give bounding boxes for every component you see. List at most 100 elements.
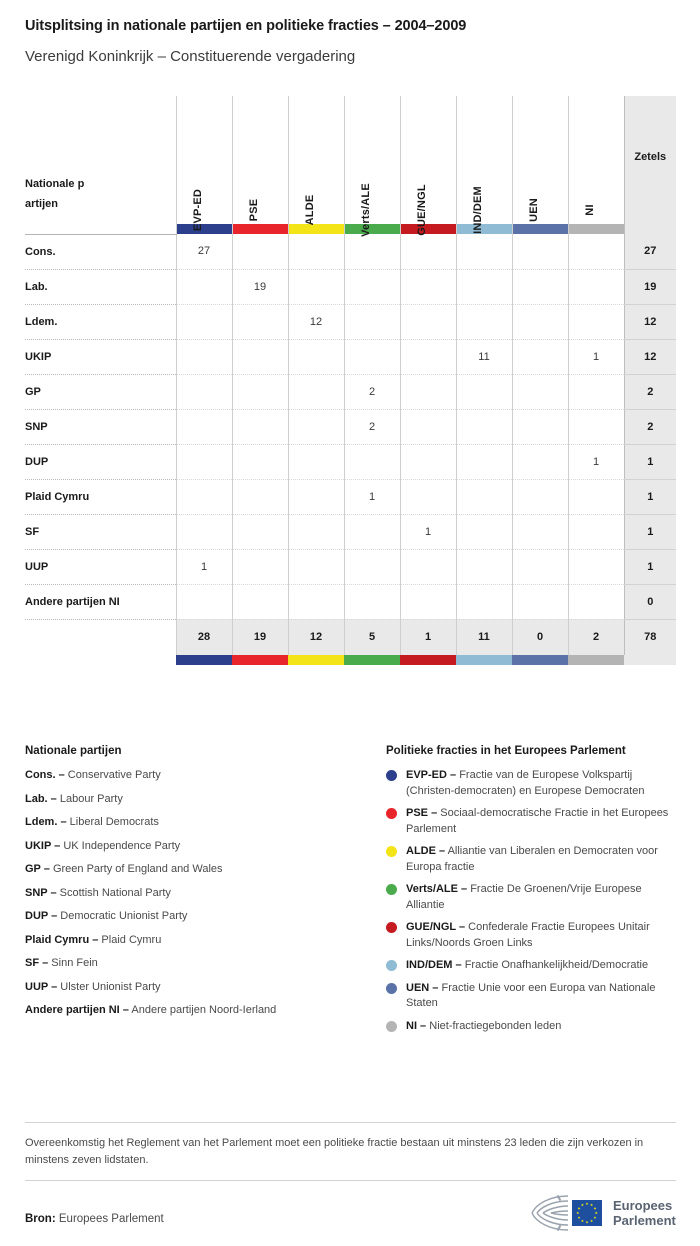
cell-ni <box>567 234 624 270</box>
cell-ni: 1 <box>567 339 624 375</box>
row-label: UKIP <box>25 339 176 375</box>
column-header-label: IND/DEM <box>472 186 484 234</box>
cell-alde <box>287 549 344 585</box>
cell-evp-ed <box>175 409 232 445</box>
legend-national-list: Cons. – Conservative Party Lab. – Labour … <box>25 768 370 1018</box>
total-gue-ngl: 1 <box>399 619 456 655</box>
color-swatch-bottom-evp-ed <box>176 655 232 665</box>
cell-gue-ngl <box>399 269 456 305</box>
cell-alde <box>287 444 344 480</box>
legend-item-name: Fractie Unie voor een Europa van Nationa… <box>406 981 656 1010</box>
cell-pse <box>231 409 288 445</box>
page-subtitle: Verenigd Koninkrijk – Constituerende ver… <box>25 48 356 65</box>
legend-national-heading: Nationale partijen <box>25 745 122 757</box>
cell-pse <box>231 339 288 375</box>
legend-item-gue-ngl: GUE/NGL – Confederale Fractie Europees U… <box>386 920 676 951</box>
cell-alde <box>287 374 344 410</box>
cell-alde <box>287 479 344 515</box>
cell-evp-ed <box>175 339 232 375</box>
legend-item-abbr: DUP – <box>25 910 58 922</box>
cell-evp-ed <box>175 514 232 550</box>
totals-row: 28 19 12 5 1 11 0 2 78 <box>25 619 676 655</box>
cell-evp-ed <box>175 304 232 340</box>
legend-bullet-icon <box>386 808 397 819</box>
cell-gue-ngl <box>399 374 456 410</box>
source-label: Bron: <box>25 1213 56 1225</box>
cell-ind-dem <box>455 514 512 550</box>
row-label: DUP <box>25 444 176 480</box>
color-swatch-bottom-alde <box>288 655 344 665</box>
legend-item-name: Fractie Onafhankelijkheid/Democratie <box>464 959 649 971</box>
cell-pse <box>231 479 288 515</box>
legend-item-pse: PSE – Sociaal-democratische Fractie in h… <box>386 806 676 837</box>
cell-pse <box>231 514 288 550</box>
row-label: Plaid Cymru <box>25 479 176 515</box>
table-row: SNP 2 2 <box>25 409 676 445</box>
color-swatch-uen <box>511 224 568 234</box>
table-corner-cell: Nationale partijen <box>25 96 176 224</box>
color-swatch-bottom-ind-dem <box>456 655 512 665</box>
color-swatch-bottom-verts-ale <box>344 655 400 665</box>
row-label: Andere partijen NI <box>25 584 176 620</box>
source-value: Europees Parlement <box>58 1213 164 1225</box>
cell-evp-ed <box>175 479 232 515</box>
cell-gue-ngl <box>399 584 456 620</box>
table-row: Lab. 19 19 <box>25 269 676 305</box>
source-line: Bron: Europees Parlement <box>25 1213 164 1225</box>
bstrip-spacer <box>25 655 176 665</box>
cell-gue-ngl: 1 <box>399 514 456 550</box>
cell-alde <box>287 584 344 620</box>
cell-ind-dem <box>455 584 512 620</box>
cell-gue-ngl <box>399 304 456 340</box>
legend-item-name: UK Independence Party <box>63 839 181 852</box>
total-pse: 19 <box>231 619 288 655</box>
legend-item-abbr: Plaid Cymru – <box>25 933 99 946</box>
cell-ni <box>567 409 624 445</box>
legend-item-abbr: IND/DEM – <box>406 959 462 971</box>
color-swatch-bottom-gue-ngl <box>400 655 456 665</box>
cell-gue-ngl <box>399 479 456 515</box>
table-footer: 28 19 12 5 1 11 0 2 78 <box>25 619 676 665</box>
legend-bullet-icon <box>386 884 397 895</box>
cell-seats: 1 <box>623 514 676 550</box>
cell-uen <box>511 514 568 550</box>
legend-item-gp: GP – Green Party of England and Wales <box>25 862 370 877</box>
row-label: Cons. <box>25 234 176 270</box>
cell-verts-ale <box>343 444 400 480</box>
cell-uen <box>511 444 568 480</box>
legend-item-name: Fractie De Groenen/Vrije Europese Allian… <box>406 883 642 911</box>
column-header-alde: ALDE <box>287 96 344 225</box>
column-header-ind-dem: IND/DEM <box>455 96 512 234</box>
legend-item-verts-ale: Verts/ALE – Fractie De Groenen/Vrije Eur… <box>386 882 676 913</box>
cell-seats: 12 <box>623 304 676 340</box>
column-header-label: UEN <box>528 198 540 222</box>
cell-evp-ed: 1 <box>175 549 232 585</box>
legend-groups-list: EVP-ED – Fractie van de Europese Volkspa… <box>386 768 676 1034</box>
cell-pse: 19 <box>231 269 288 305</box>
legend-item-abbr: Lab. – <box>25 792 57 805</box>
legend-item-abbr: Andere partijen NI – <box>25 1004 129 1016</box>
cell-uen <box>511 269 568 305</box>
cell-evp-ed: 27 <box>175 234 232 270</box>
legend-item-uen: UEN – Fractie Unie voor een Europa van N… <box>386 981 676 1012</box>
legend-item-name: Liberal Democrats <box>69 816 159 828</box>
legend-item-cons-: Cons. – Conservative Party <box>25 768 370 783</box>
legend-item-abbr: UUP – <box>25 980 58 993</box>
cell-gue-ngl <box>399 409 456 445</box>
total-ni: 2 <box>567 619 624 655</box>
cell-alde <box>287 269 344 305</box>
cell-verts-ale: 2 <box>343 409 400 445</box>
cell-ni <box>567 374 624 410</box>
color-swatch-bottom-ni <box>568 655 624 665</box>
legend-bullet-icon <box>386 982 397 994</box>
legend-item-alde: ALDE – Alliantie van Liberalen en Democr… <box>386 844 676 875</box>
cell-ind-dem <box>455 444 512 480</box>
column-header-verts-ale: Verts/ALE <box>343 96 400 237</box>
legend-item-abbr: SF – <box>25 957 49 969</box>
legend-item-name: Labour Party <box>59 792 123 805</box>
legend-item-name: Democratic Unionist Party <box>60 910 188 922</box>
legend-item-name: Niet-fractiegebonden leden <box>429 1019 562 1032</box>
column-header-label: PSE <box>248 198 260 222</box>
total-evp-ed: 28 <box>175 619 232 655</box>
cell-ni <box>567 584 624 620</box>
